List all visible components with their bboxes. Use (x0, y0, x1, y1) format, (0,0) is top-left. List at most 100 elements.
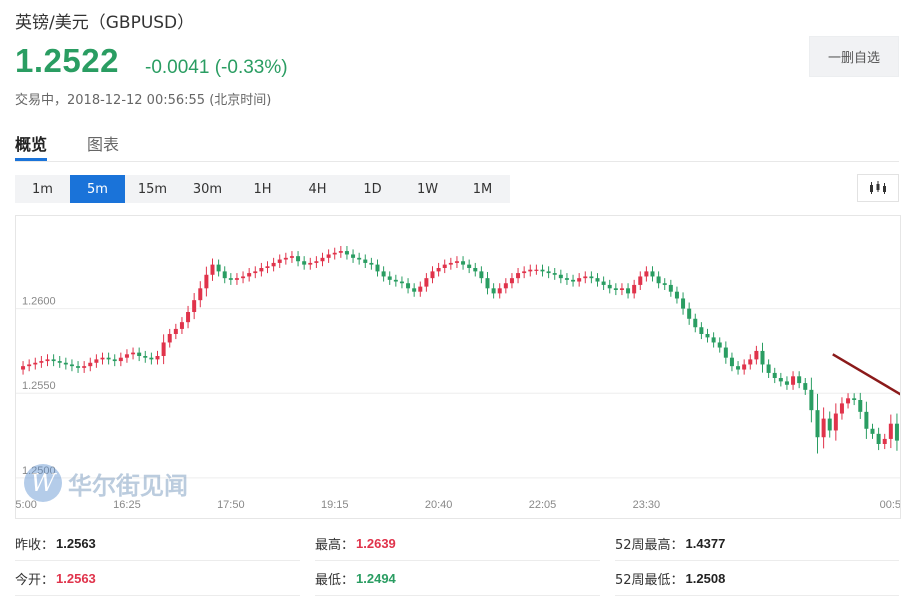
candle (711, 332, 716, 348)
stat-value: 1.2508 (685, 571, 726, 586)
stat-label: 今开： (15, 573, 55, 588)
period-1mo[interactable]: 1M (472, 181, 493, 197)
candle (638, 271, 643, 290)
candle (497, 283, 502, 299)
stat-label: 昨收： (15, 538, 55, 553)
period-1h[interactable]: 1H (253, 181, 272, 197)
candle (283, 252, 288, 265)
candle (375, 259, 380, 277)
candle (668, 279, 673, 297)
candle (39, 356, 44, 368)
candle (833, 403, 838, 441)
watermark-logo-icon: W (24, 464, 62, 502)
candle (784, 376, 789, 390)
candle (619, 283, 624, 296)
candle (387, 271, 392, 285)
price-chart[interactable]: 1.2500 1.2550 1.2600 15:00 16:25 17:50 19:15 20… (15, 215, 901, 519)
stat-value: 1.4377 (685, 536, 726, 551)
candle (167, 328, 172, 348)
candle (100, 352, 105, 365)
candle (699, 322, 704, 340)
candle (870, 423, 875, 439)
x-tick-label: 16:25 (113, 499, 141, 511)
candle (662, 278, 667, 290)
candle (479, 266, 484, 284)
candle (491, 283, 496, 299)
candle (742, 359, 747, 375)
candle (894, 413, 899, 451)
candle (179, 317, 184, 334)
period-30m[interactable]: 30m (192, 181, 223, 197)
period-15m[interactable]: 15m (137, 181, 168, 197)
candle (137, 347, 142, 362)
candle (418, 281, 423, 297)
remove-watchlist-button[interactable]: 一删自选 (809, 36, 899, 77)
candle (69, 359, 74, 372)
period-4h[interactable]: 4H (308, 181, 327, 197)
x-tick-label: 23:30 (633, 499, 661, 511)
stat-label: 52周最低： (615, 573, 684, 588)
stat-label: 52周最高： (615, 538, 684, 553)
active-tab-indicator (15, 158, 47, 161)
candle (571, 274, 576, 287)
candle (332, 247, 337, 260)
candle (888, 414, 893, 449)
candle (509, 273, 514, 289)
candle (412, 283, 417, 297)
candle (858, 392, 863, 419)
candle (705, 328, 710, 343)
candle (399, 276, 404, 289)
candlestick-chart: 1.2500 1.2550 1.2600 15:00 16:25 17:50 19:15 20… (16, 246, 900, 511)
candle (320, 252, 325, 267)
candle (216, 259, 221, 277)
period-1w[interactable]: 1W (416, 181, 439, 197)
candle (277, 254, 282, 268)
period-5m[interactable]: 5m (70, 175, 125, 203)
period-1d[interactable]: 1D (363, 181, 382, 197)
candle (234, 273, 239, 285)
tab-overview[interactable]: 概览 (15, 135, 48, 154)
summary-stats: 昨收： 1.2563 最高： 1.2639 52周最高： 1.4377 今开： … (15, 527, 899, 600)
stat-label: 最低： (315, 573, 355, 588)
candle (778, 372, 783, 387)
tab-chart[interactable]: 图表 (87, 135, 120, 154)
candle (852, 393, 857, 406)
candle (265, 261, 270, 274)
stat-52w-low: 52周最低： 1.2508 (615, 562, 899, 596)
candle (809, 377, 814, 423)
candle (27, 359, 32, 372)
candle (473, 262, 478, 277)
candle (228, 273, 233, 285)
candle (632, 279, 637, 299)
candle (589, 271, 594, 284)
candle (381, 266, 386, 282)
stat-open: 今开： 1.2563 (15, 562, 300, 596)
candle (454, 256, 459, 268)
candle (131, 347, 136, 360)
candle (302, 256, 307, 270)
candle (406, 278, 411, 294)
candle (729, 352, 734, 372)
price-change: -0.0041 (-0.33%) (145, 57, 288, 78)
trading-status: 交易中，2018-12-12 00:56:55 (北京时间) (15, 93, 272, 108)
candle (338, 246, 343, 258)
candle (296, 251, 301, 267)
candle (760, 342, 765, 373)
candle (772, 367, 777, 384)
candle (546, 266, 551, 279)
stat-high: 最高： 1.2639 (315, 527, 600, 561)
candle (583, 271, 588, 284)
candle (393, 274, 398, 287)
candle (516, 268, 521, 284)
period-1m[interactable]: 1m (32, 181, 53, 197)
candle (430, 266, 435, 284)
candle (289, 251, 294, 263)
y-tick-label: 1.2600 (22, 296, 56, 308)
candle (112, 354, 117, 367)
candle (155, 350, 160, 365)
watermark: W 华尔街见闻 (24, 464, 188, 502)
candle (626, 283, 631, 299)
candle (88, 357, 93, 372)
chart-type-button[interactable] (857, 174, 899, 202)
candle (485, 272, 490, 295)
